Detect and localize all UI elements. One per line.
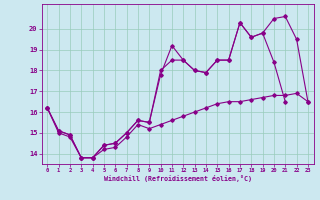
X-axis label: Windchill (Refroidissement éolien,°C): Windchill (Refroidissement éolien,°C) [104, 175, 252, 182]
